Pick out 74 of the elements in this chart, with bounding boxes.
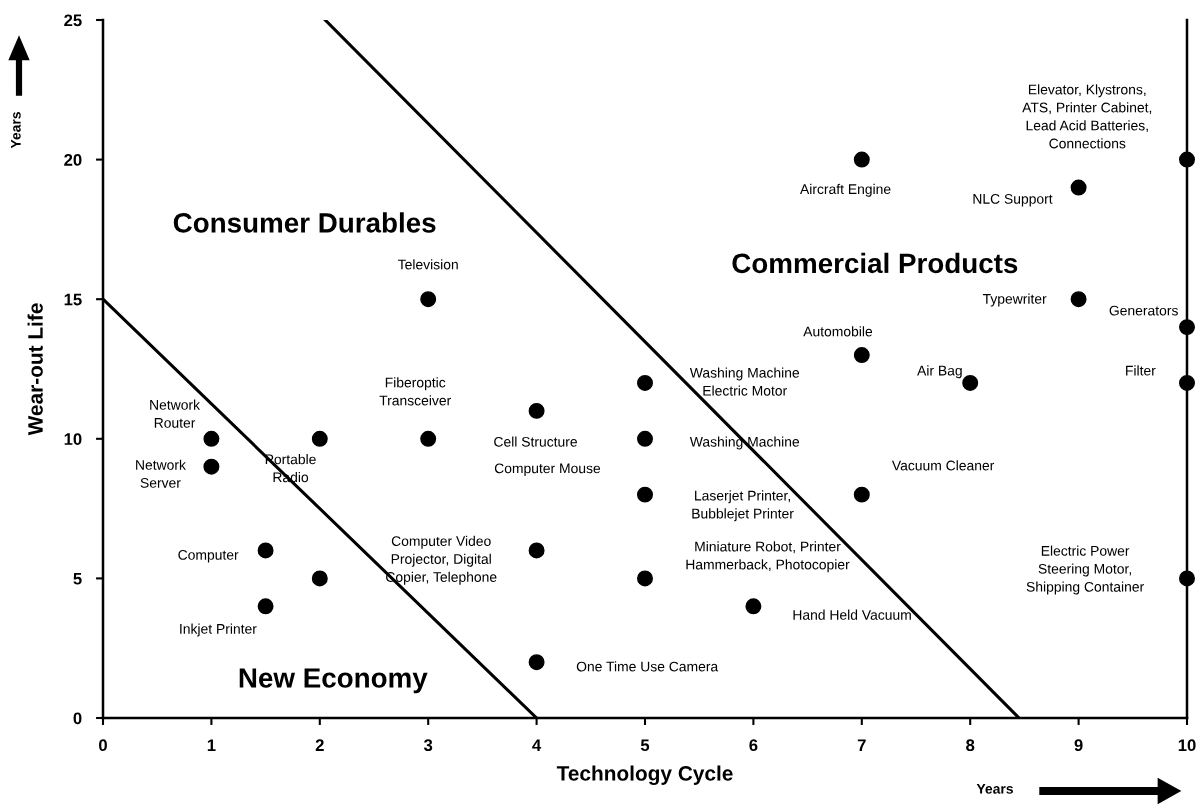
point xyxy=(528,654,545,671)
point xyxy=(1070,179,1087,196)
y-tick-label: 5 xyxy=(73,572,82,585)
annotation: Automobile xyxy=(803,326,873,337)
x-tick-label: 6 xyxy=(749,739,758,752)
point xyxy=(637,486,653,503)
annotation: NLC Support xyxy=(973,193,1053,207)
annotation: Consumer Durables xyxy=(173,212,436,233)
annotation: New Economy xyxy=(239,668,428,694)
point xyxy=(637,570,653,587)
annotation: Washing Machine xyxy=(689,436,800,450)
point xyxy=(203,458,220,475)
point xyxy=(1179,570,1195,587)
annotation: One Time Use Camera xyxy=(576,661,719,672)
y-tick-label: 0 xyxy=(73,712,82,725)
point xyxy=(257,542,274,559)
annotation: Typewriter xyxy=(982,293,1047,307)
point xyxy=(420,430,437,447)
annotation: Inkjet Printer xyxy=(180,623,257,637)
annotation: Television xyxy=(398,259,458,270)
point xyxy=(962,374,979,391)
point xyxy=(257,598,274,615)
point xyxy=(637,430,653,447)
annotation: Elevator, Klystrons, ATS, Printer Cabinet, Lead Acid Batteries, Connections xyxy=(1022,84,1152,149)
x-tick-label: 7 xyxy=(857,739,866,751)
point xyxy=(1179,374,1195,391)
annotation: Cell Structure xyxy=(494,436,577,447)
point xyxy=(1070,291,1087,308)
annotation: Hand Held Vacuum xyxy=(793,609,911,620)
annotation: Air Bag xyxy=(917,365,962,379)
x-tick-label: 5 xyxy=(640,739,650,752)
point xyxy=(745,598,762,615)
annotation: Filter xyxy=(1126,365,1156,376)
y-tick-label: 15 xyxy=(64,293,82,306)
point xyxy=(203,430,220,447)
x-axis-title: Technology Cycle xyxy=(556,765,733,785)
y-axis-title: Wear-out Life xyxy=(27,303,43,436)
point xyxy=(637,374,653,391)
point xyxy=(528,542,545,559)
annotation: Computer xyxy=(178,549,239,563)
point xyxy=(853,151,870,168)
point xyxy=(853,347,870,364)
annotation: Generators xyxy=(1109,305,1178,316)
x-tick-label: 2 xyxy=(315,739,324,751)
annotation: Network Server xyxy=(136,459,186,488)
annotation: Electric Power Steering Motor, Shipping Container xyxy=(1026,545,1144,595)
x-tick-label: 0 xyxy=(99,739,107,752)
annotation: Commercial Products xyxy=(732,252,1018,274)
x-tick-label: 10 xyxy=(1178,739,1196,752)
annotation: Washing Machine Electric Motor xyxy=(689,367,800,396)
annotation: Aircraft Engine xyxy=(800,183,891,197)
y-tick-label: 10 xyxy=(64,433,82,445)
y-tick-label: 25 xyxy=(64,14,82,27)
point xyxy=(528,402,545,419)
x-tick-label: 8 xyxy=(966,739,975,752)
point xyxy=(311,430,328,447)
x-tick-label: 3 xyxy=(423,739,433,752)
annotation: Laserjet Printer, Bubblejet Printer xyxy=(692,490,794,522)
point xyxy=(853,486,870,503)
x-tick-label: 9 xyxy=(1074,739,1083,752)
y-tick-label: 20 xyxy=(64,154,82,166)
annotation: Vacuum Cleaner xyxy=(891,460,995,471)
annotation: Computer Mouse xyxy=(494,463,601,476)
x-tick-label: 4 xyxy=(532,739,542,751)
annotation: Fiberoptic Transceiver xyxy=(379,377,451,406)
point xyxy=(311,570,328,587)
point xyxy=(1179,319,1195,336)
point xyxy=(1179,151,1195,168)
text: Years xyxy=(11,112,21,149)
annotation: Network Router xyxy=(150,399,201,428)
annotation: Miniature Robot, Printer Hammerback, Photocopier xyxy=(686,541,850,573)
point xyxy=(420,291,437,308)
x-tick-label: 1 xyxy=(207,739,216,751)
text: Years xyxy=(976,784,1013,794)
